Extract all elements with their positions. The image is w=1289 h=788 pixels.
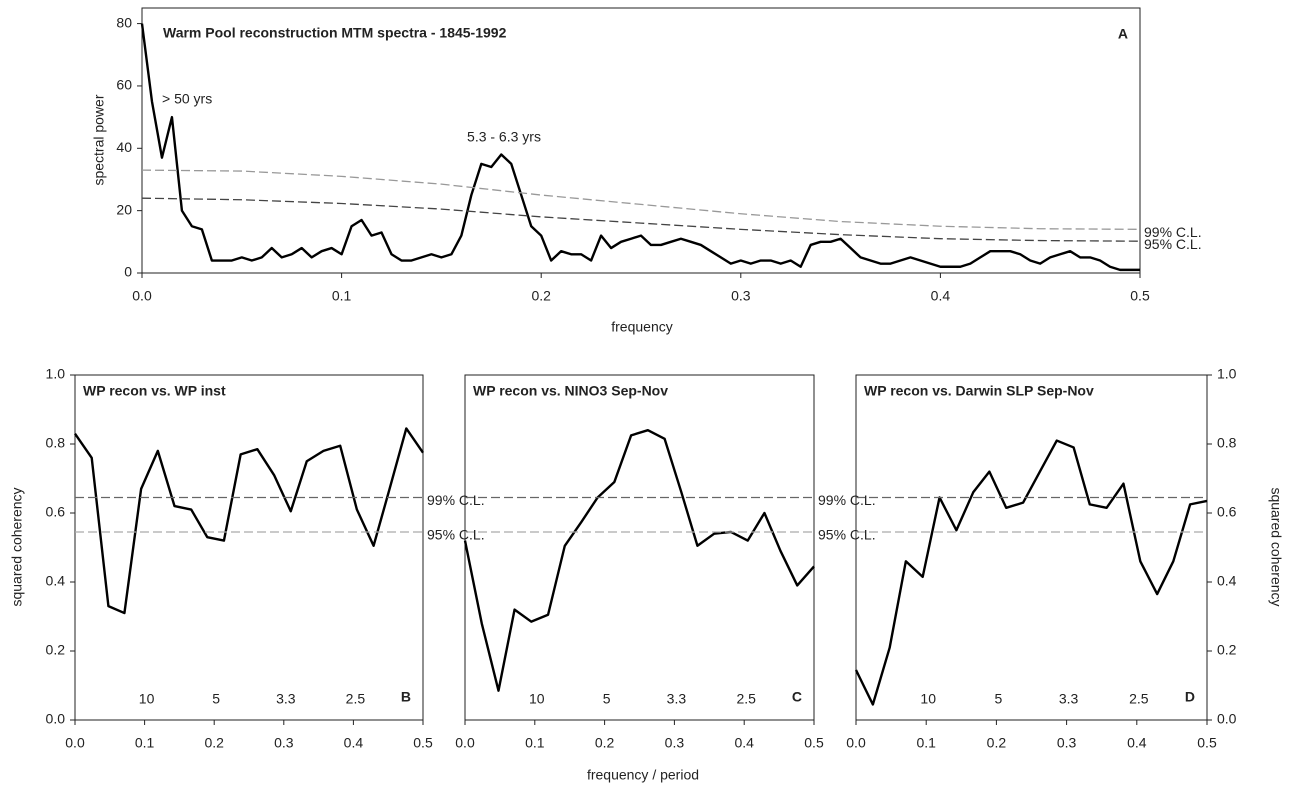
plot-frame — [74, 374, 424, 721]
y-tick-label: 0.0 — [46, 711, 66, 727]
y-tick-label: 0.6 — [1217, 504, 1237, 520]
plot-frame — [855, 374, 1208, 721]
x-tick-label: 0.3 — [1057, 735, 1077, 751]
y-tick-label: 40 — [116, 139, 132, 155]
period-label: 3.3 — [1059, 691, 1079, 707]
x-tick-label: 0.3 — [274, 735, 294, 751]
confidence-label: 99% C.L. — [427, 492, 485, 508]
x-tick-label: 0.5 — [1197, 735, 1217, 751]
x-tick-label: 0.1 — [135, 735, 155, 751]
period-label: 5 — [603, 691, 611, 707]
x-tick-label: 0.3 — [665, 735, 685, 751]
x-tick-label: 0.3 — [731, 288, 751, 304]
y-tick-label: 0.2 — [1217, 642, 1237, 658]
confidence-label: 99% C.L. — [818, 492, 876, 508]
x-tick-label: 0.2 — [531, 288, 551, 304]
period-label: 10 — [139, 691, 155, 707]
panel-title: WP recon vs. WP inst — [83, 383, 226, 399]
x-tick-label: 0.4 — [734, 735, 754, 751]
data-line — [74, 427, 424, 615]
y-axis-label: spectral power — [91, 94, 107, 185]
period-label: 2.5 — [736, 691, 756, 707]
y-tick-label: 1.0 — [1217, 366, 1237, 382]
y-tick-label: 0.8 — [1217, 435, 1237, 451]
y-tick-label: 0.0 — [1217, 711, 1237, 727]
data-line — [854, 439, 1208, 706]
data-line — [463, 429, 815, 692]
panel-title: WP recon vs. NINO3 Sep-Nov — [473, 383, 668, 399]
confidence-label: 95% C.L. — [818, 527, 876, 543]
x-tick-label: 0.5 — [413, 735, 433, 751]
x-tick-label: 0.1 — [525, 735, 545, 751]
x-axis-label: frequency / period — [587, 767, 699, 783]
confidence-label: 99% C.L. — [1144, 224, 1202, 240]
y-axis-label: squared coherency — [1268, 487, 1284, 606]
x-tick-label: 0.5 — [804, 735, 824, 751]
period-label: 2.5 — [1129, 691, 1149, 707]
period-label: 5 — [212, 691, 220, 707]
x-tick-label: 0.4 — [931, 288, 951, 304]
confidence-line — [141, 197, 1141, 242]
x-tick-label: 0.2 — [595, 735, 615, 751]
panel-title: WP recon vs. Darwin SLP Sep-Nov — [864, 383, 1094, 399]
y-tick-label: 60 — [116, 77, 132, 93]
panel-letter: A — [1118, 26, 1128, 42]
confidence-label: 95% C.L. — [1144, 236, 1202, 252]
x-tick-label: 0.2 — [987, 735, 1007, 751]
y-tick-label: 0.4 — [46, 573, 66, 589]
confidence-label: 95% C.L. — [427, 527, 485, 543]
annotation: 5.3 - 6.3 yrs — [467, 129, 541, 145]
panel-letter: B — [401, 689, 411, 705]
y-tick-label: 20 — [116, 201, 132, 217]
panel-letter: D — [1185, 689, 1195, 705]
x-tick-label: 0.0 — [846, 735, 866, 751]
plot-frame — [464, 374, 815, 721]
period-label: 3.3 — [667, 691, 687, 707]
x-tick-label: 0.5 — [1130, 288, 1150, 304]
period-label: 5 — [995, 691, 1003, 707]
x-tick-label: 0.4 — [344, 735, 364, 751]
y-tick-label: 1.0 — [46, 366, 66, 382]
annotation: > 50 yrs — [162, 91, 212, 107]
x-tick-label: 0.0 — [65, 735, 85, 751]
period-label: 10 — [529, 691, 545, 707]
plot-frame — [141, 7, 1141, 274]
y-tick-label: 80 — [116, 14, 132, 30]
x-tick-label: 0.0 — [132, 288, 152, 304]
x-tick-label: 0.0 — [455, 735, 475, 751]
panel-title: Warm Pool reconstruction MTM spectra - 1… — [163, 25, 507, 41]
x-axis-label: frequency — [611, 319, 672, 335]
period-label: 2.5 — [346, 691, 366, 707]
x-tick-label: 0.4 — [1127, 735, 1147, 751]
period-label: 3.3 — [276, 691, 296, 707]
y-tick-label: 0.6 — [46, 504, 66, 520]
y-tick-label: 0.8 — [46, 435, 66, 451]
period-label: 10 — [920, 691, 936, 707]
y-tick-label: 0 — [124, 264, 132, 280]
data-line — [140, 23, 1140, 272]
panel-letter: C — [792, 689, 802, 705]
x-tick-label: 0.1 — [916, 735, 936, 751]
x-tick-label: 0.2 — [204, 735, 224, 751]
y-tick-label: 0.4 — [1217, 573, 1237, 589]
x-tick-label: 0.1 — [332, 288, 352, 304]
confidence-line — [141, 169, 1141, 230]
y-tick-label: 0.2 — [46, 642, 66, 658]
y-axis-label: squared coherency — [9, 487, 25, 606]
